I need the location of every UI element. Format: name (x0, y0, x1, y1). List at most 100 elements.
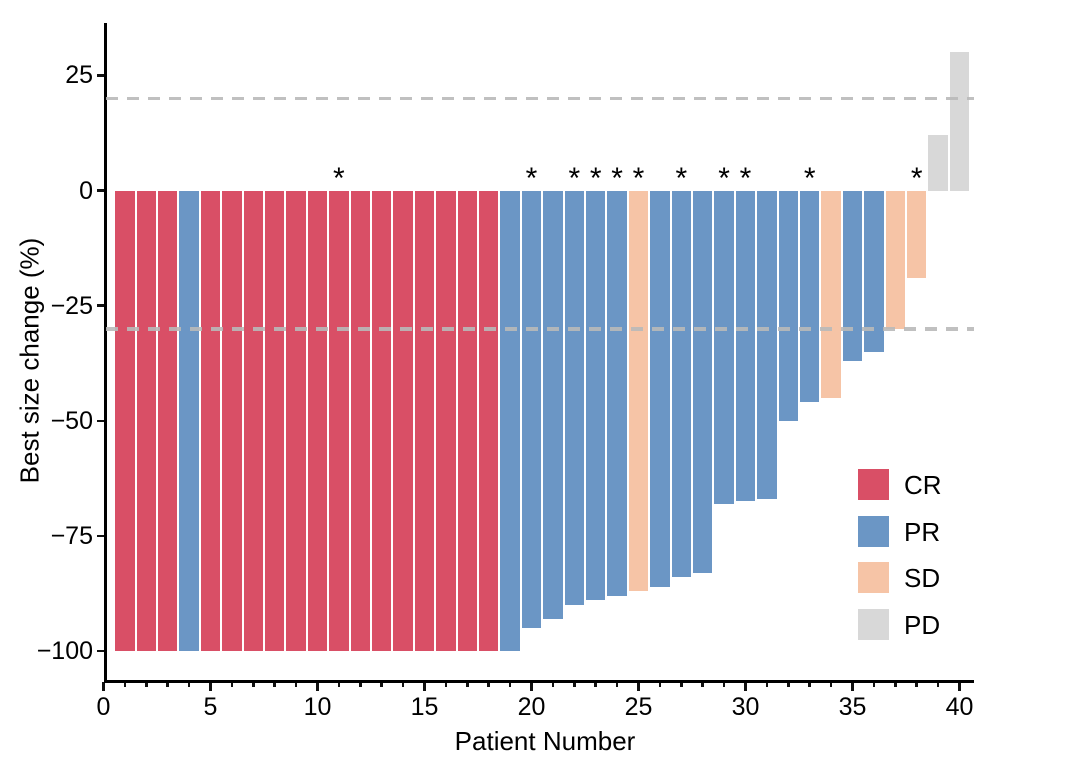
x-tick-label-25: 25 (624, 693, 653, 721)
x-tick-label-35: 35 (838, 693, 867, 721)
legend-item-pd: PD (858, 609, 998, 641)
x-major-tick-40 (958, 681, 961, 691)
legend-item-pr: PR (858, 515, 998, 547)
bar-patient-4-pr (179, 190, 199, 652)
x-minor-tick (787, 681, 790, 687)
y-tick-25 (97, 74, 106, 77)
bar-patient-26-pr (650, 190, 670, 587)
bar-patient-23-pr (585, 190, 606, 601)
x-minor-tick (252, 681, 255, 687)
x-minor-tick (829, 681, 833, 687)
x-tick-label-15: 15 (410, 693, 439, 721)
legend-item-sd: SD (858, 562, 998, 594)
x-tick-label-0: 0 (96, 693, 111, 721)
y-tick--50 (97, 419, 106, 423)
bar-patient-6-cr (222, 190, 242, 652)
significance-asterisk: * (718, 162, 730, 195)
x-major-tick-0 (102, 681, 105, 691)
significance-asterisk: * (675, 162, 688, 195)
bar-patient-10-cr (307, 190, 328, 652)
bar-patient-5-cr (200, 190, 221, 652)
x-tick-label-10: 10 (303, 693, 332, 721)
bar-patient-27-pr (671, 190, 692, 578)
x-major-tick-30 (744, 681, 747, 691)
legend-label-cr: CR (904, 470, 942, 500)
x-minor-tick (230, 681, 234, 687)
x-minor-tick (359, 681, 362, 687)
bar-patient-2-cr (136, 190, 157, 652)
x-minor-tick (466, 681, 469, 687)
bar-patient-40-pd (949, 52, 970, 191)
legend-swatch-pr (858, 515, 889, 547)
x-minor-tick (337, 681, 341, 687)
bar-patient-31-pr (757, 190, 777, 500)
reference-line-minus30 (105, 327, 974, 331)
significance-asterisk: * (525, 162, 538, 195)
bar-patient-35-pr (842, 190, 863, 361)
y-tick-label--50: −50 (50, 406, 93, 435)
bar-patient-21-pr (543, 190, 563, 619)
x-major-tick-35 (851, 681, 854, 691)
significance-asterisk: * (589, 162, 602, 195)
bar-patient-20-pr (521, 190, 542, 629)
x-minor-tick (508, 681, 512, 687)
legend-label-pd: PD (904, 610, 941, 641)
x-minor-tick (701, 681, 704, 687)
bar-patient-16-cr (436, 190, 456, 652)
bar-patient-29-pr (714, 190, 734, 504)
legend-item-cr: CR (858, 469, 998, 500)
bar-patient-9-cr (286, 190, 306, 652)
bar-patient-11-cr (329, 190, 349, 652)
bar-patient-37-sd (885, 190, 906, 329)
legend-swatch-pd (858, 609, 889, 641)
bar-patient-22-pr (564, 190, 585, 606)
bar-patient-33-pr (799, 190, 820, 403)
bar-patient-38-sd (906, 190, 927, 279)
bar-patient-30-pr (735, 190, 756, 502)
bar-patient-32-pr (778, 190, 799, 421)
bar-patient-39-pd (928, 135, 948, 191)
legend-label-pr: PR (904, 516, 941, 547)
x-tick-label-20: 20 (517, 693, 546, 721)
bar-patient-25-sd (628, 190, 649, 592)
bar-patient-19-pr (500, 190, 520, 652)
y-tick-label--100: −100 (36, 637, 93, 666)
reference-line-plus20 (105, 96, 974, 101)
x-major-tick-5 (209, 681, 212, 691)
y-axis-line (104, 23, 107, 683)
significance-asterisk: * (739, 162, 752, 195)
y-tick-label-25: 25 (65, 61, 93, 90)
x-axis-title: Patient Number (454, 726, 636, 756)
bar-patient-34-sd (821, 190, 841, 398)
significance-asterisk: * (910, 162, 923, 195)
legend: CR PR SD PD (858, 469, 998, 644)
bar-patient-1-cr (115, 190, 135, 652)
x-minor-tick (145, 681, 148, 687)
bar-patient-28-pr (692, 190, 713, 573)
x-minor-tick (294, 681, 298, 687)
bar-patient-8-cr (264, 190, 285, 652)
bar-patient-15-cr (414, 190, 435, 652)
x-minor-tick (680, 681, 683, 687)
x-minor-tick (915, 681, 918, 687)
x-minor-tick (872, 681, 876, 687)
x-tick-label-5: 5 (203, 693, 218, 721)
x-minor-tick (615, 681, 619, 687)
x-minor-tick (187, 681, 191, 687)
x-minor-tick (551, 681, 555, 687)
x-minor-tick (380, 681, 383, 687)
x-minor-tick (894, 681, 897, 687)
x-minor-tick (123, 681, 127, 687)
significance-asterisk: * (568, 162, 581, 195)
y-tick-label--75: −75 (50, 521, 93, 550)
x-minor-tick (401, 681, 405, 687)
x-minor-tick (166, 681, 169, 687)
significance-asterisk: * (611, 162, 623, 195)
x-minor-tick (444, 681, 448, 687)
x-tick-label-40: 40 (945, 693, 974, 721)
bar-patient-13-cr (371, 190, 392, 652)
y-tick--75 (97, 534, 106, 538)
x-minor-tick (722, 681, 726, 687)
